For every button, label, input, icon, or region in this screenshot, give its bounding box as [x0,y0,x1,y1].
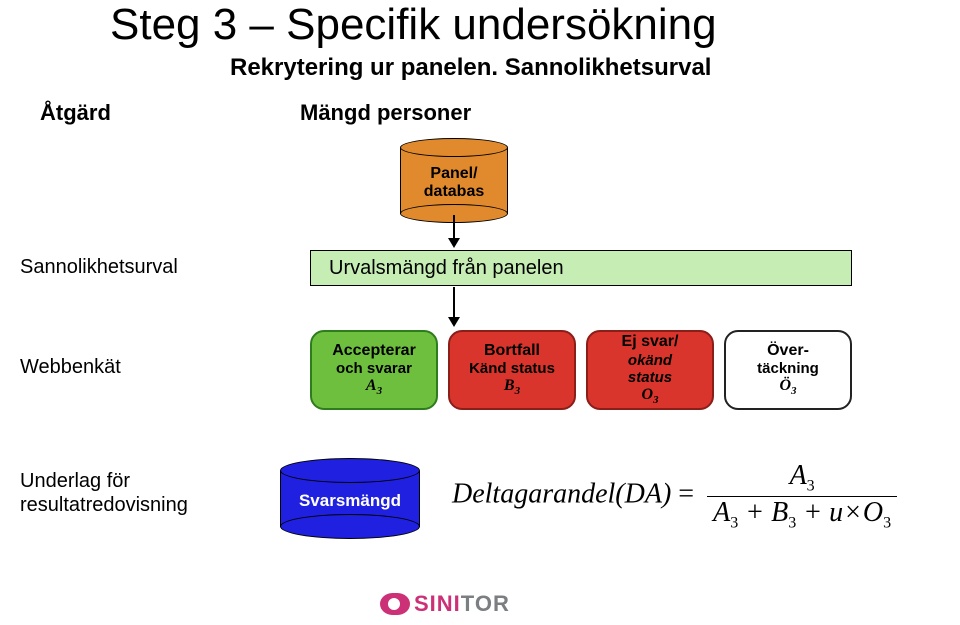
outcome-box: Ej svar/okändstatusO3 [586,330,714,410]
logo-text: SINITOR [414,591,510,617]
label-underlag-1: Underlag för [20,470,130,493]
outcome-box: Över-täckningÖ3 [724,330,852,410]
database-panel: Panel/databas [400,138,508,223]
page-title: Steg 3 – Specifik undersökning [110,0,717,50]
logo-eye-icon [380,593,410,615]
label-sannolik: Sannolikhetsurval [20,256,178,279]
logo-sinitor: SINITOR [380,591,510,617]
database-result: Svarsmängd [280,458,420,539]
logo-text-pink: SINI [414,591,461,616]
outcome-box: Accepteraroch svararA3 [310,330,438,410]
label-underlag-2: resultatredovisning [20,494,188,517]
outcome-box: BortfallKänd statusB3 [448,330,576,410]
label-mangd: Mängd personer [300,100,471,126]
label-webb: Webbenkät [20,356,121,379]
participation-formula: Deltagarandel(DA) = A3A3 + B3 + u×O3 [452,460,897,532]
label-atgard: Åtgärd [40,100,111,126]
page-subtitle: Rekrytering ur panelen. Sannolikhetsurva… [230,54,711,82]
logo-text-gray: TOR [461,591,510,616]
sample-set-box: Urvalsmängd från panelen [310,250,852,286]
sample-set-label: Urvalsmängd från panelen [329,257,564,280]
